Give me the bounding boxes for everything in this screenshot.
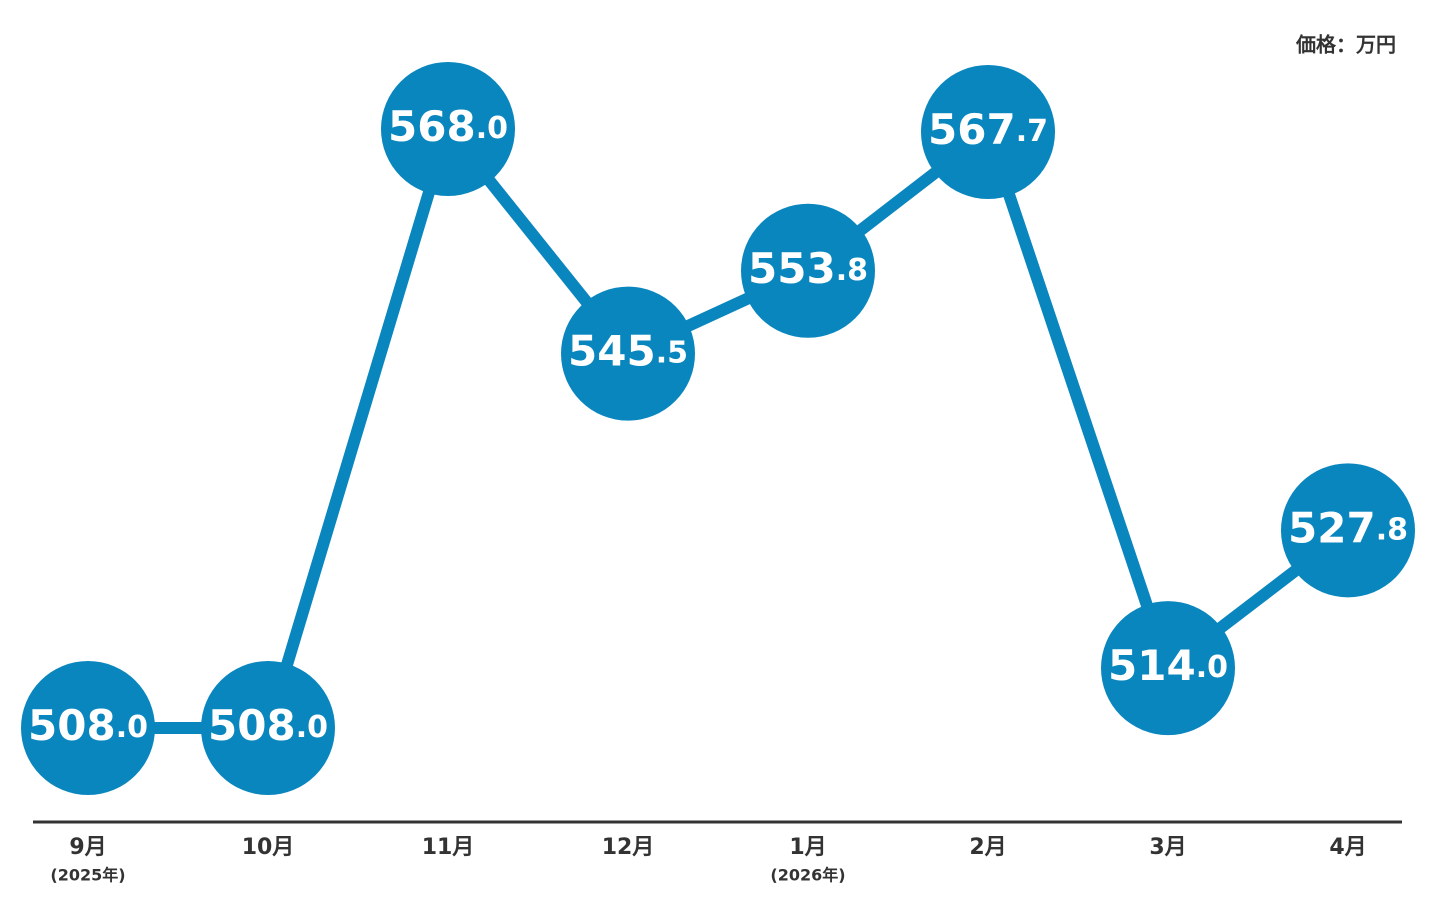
value-label: 527.8 — [1288, 503, 1408, 552]
value-label-main: 527 — [1288, 503, 1376, 552]
x-tick-label: 3月 — [1149, 835, 1186, 860]
marker — [201, 661, 335, 795]
value-label: 514.0 — [1108, 641, 1228, 690]
x-tick-label: 12月 — [602, 835, 655, 860]
value-label-decimal: .5 — [656, 335, 688, 370]
value-label-main: 514 — [1108, 641, 1196, 690]
value-label-decimal: .0 — [476, 111, 508, 146]
value-label-decimal: .0 — [296, 710, 328, 745]
unit-label: 価格：万円 — [1295, 33, 1396, 57]
value-label-main: 553 — [748, 243, 836, 292]
value-label-decimal: .0 — [116, 710, 148, 745]
value-label-main: 567 — [928, 104, 1016, 153]
value-label: 567.7 — [928, 104, 1048, 153]
value-label: 553.8 — [748, 243, 868, 292]
value-label: 568.0 — [388, 102, 508, 151]
value-label: 508.0 — [28, 701, 148, 750]
value-label-main: 508 — [208, 701, 296, 750]
x-tick-label: 4月 — [1329, 835, 1366, 860]
value-label-decimal: .0 — [1196, 650, 1228, 685]
line — [88, 123, 1352, 734]
x-tick-label: 2月 — [969, 835, 1006, 860]
value-label-main: 508 — [28, 701, 116, 750]
x-tick-label: 1月 — [789, 835, 826, 860]
x-tick-label: 9月 — [69, 835, 106, 860]
value-label-main: 568 — [388, 102, 476, 151]
value-label-decimal: .8 — [836, 252, 868, 287]
x-tick-label: 10月 — [242, 835, 295, 860]
marker — [741, 203, 875, 338]
marker — [21, 661, 155, 795]
marker — [561, 286, 695, 421]
value-label: 545.5 — [568, 326, 688, 375]
marker — [1101, 601, 1235, 736]
value-label-decimal: .8 — [1376, 512, 1408, 547]
value-label-decimal: .7 — [1016, 113, 1048, 148]
value-label-main: 545 — [568, 326, 656, 375]
x-tick-note: (2025年) — [50, 866, 125, 885]
marker — [381, 62, 515, 196]
value-label: 508.0 — [208, 701, 328, 750]
marker — [1281, 463, 1415, 598]
x-tick-label: 11月 — [422, 835, 475, 860]
x-tick-note: (2026年) — [770, 866, 845, 885]
marker — [921, 64, 1055, 199]
